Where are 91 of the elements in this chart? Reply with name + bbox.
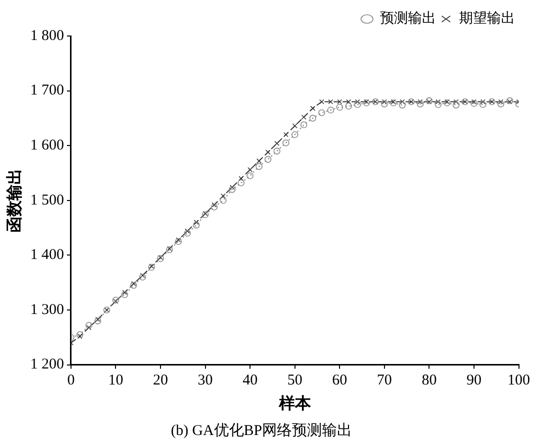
y-tick-label: 1 200 (30, 356, 64, 373)
point (480, 99, 486, 104)
point (300, 121, 308, 128)
point (184, 228, 190, 234)
point (85, 322, 92, 329)
point (309, 114, 316, 122)
point (497, 100, 504, 108)
point (345, 102, 352, 110)
point (131, 281, 136, 286)
point (184, 230, 191, 237)
point (283, 132, 288, 138)
point (301, 114, 306, 120)
y-axis-title: 函数输出 (6, 168, 24, 232)
point (238, 179, 245, 186)
point (328, 99, 334, 104)
point (140, 272, 146, 278)
x-tick-label: 90 (466, 372, 482, 389)
point (230, 184, 235, 190)
point (480, 101, 486, 108)
point (292, 123, 298, 128)
point (238, 176, 244, 181)
point (176, 237, 181, 242)
x-tick-label: 0 (67, 372, 75, 389)
point (452, 102, 460, 108)
x-tick-label: 100 (508, 372, 530, 389)
legend-label: 期望输出 (459, 10, 515, 27)
point (76, 331, 84, 338)
point (192, 222, 200, 228)
point (319, 99, 324, 104)
point (436, 99, 441, 104)
x-tick-label: 10 (108, 372, 124, 389)
point (454, 99, 459, 104)
point (212, 202, 217, 208)
legend-label: 预测输出 (380, 10, 436, 27)
point (86, 325, 92, 330)
point (354, 101, 361, 108)
point (264, 156, 272, 163)
point (318, 109, 326, 116)
text: (b) GA优化BP网络预测输出 (170, 422, 352, 439)
x-tick-label: 20 (153, 372, 168, 389)
x-axis-title: 样本 (278, 394, 312, 413)
point (274, 148, 280, 154)
x-tick-label: 50 (287, 372, 302, 389)
point (282, 139, 290, 146)
point (346, 99, 352, 104)
point (398, 102, 406, 108)
point (139, 274, 146, 281)
point (498, 99, 504, 104)
y-tick-label: 1 300 (30, 302, 64, 318)
point (121, 291, 128, 298)
point (256, 158, 262, 164)
y-tick-label: 1 400 (30, 247, 64, 264)
x-tick-label: 40 (242, 372, 258, 389)
point (382, 99, 387, 104)
point (434, 101, 442, 108)
point (336, 104, 344, 111)
point (248, 167, 253, 172)
point (381, 100, 388, 108)
point (122, 290, 128, 295)
point (246, 172, 254, 180)
point (355, 99, 360, 104)
point (274, 140, 280, 146)
point (418, 99, 423, 104)
y-tick-label: 1 500 (30, 192, 64, 208)
x-tick-label: 30 (198, 372, 213, 389)
point (220, 193, 226, 199)
point (94, 318, 102, 324)
point (256, 163, 262, 170)
y-tick-label: 1 700 (30, 82, 64, 99)
point (291, 131, 298, 138)
x-tick-label: 60 (332, 372, 348, 389)
point (210, 204, 218, 210)
point (416, 100, 424, 108)
x-tick-label: 80 (422, 372, 437, 389)
point (310, 106, 316, 111)
x-tick-label: 70 (376, 372, 392, 389)
point (470, 100, 478, 107)
point (327, 106, 334, 114)
y-tick-label: 1 800 (30, 28, 64, 44)
point (130, 282, 138, 289)
y-tick-label: 1 600 (30, 138, 64, 154)
point (228, 186, 236, 193)
point (77, 334, 82, 339)
point (471, 99, 476, 104)
point (194, 220, 199, 225)
point (95, 316, 100, 322)
point (265, 150, 271, 155)
point (337, 99, 342, 104)
point (175, 238, 182, 245)
point (400, 99, 405, 104)
point (220, 197, 227, 204)
